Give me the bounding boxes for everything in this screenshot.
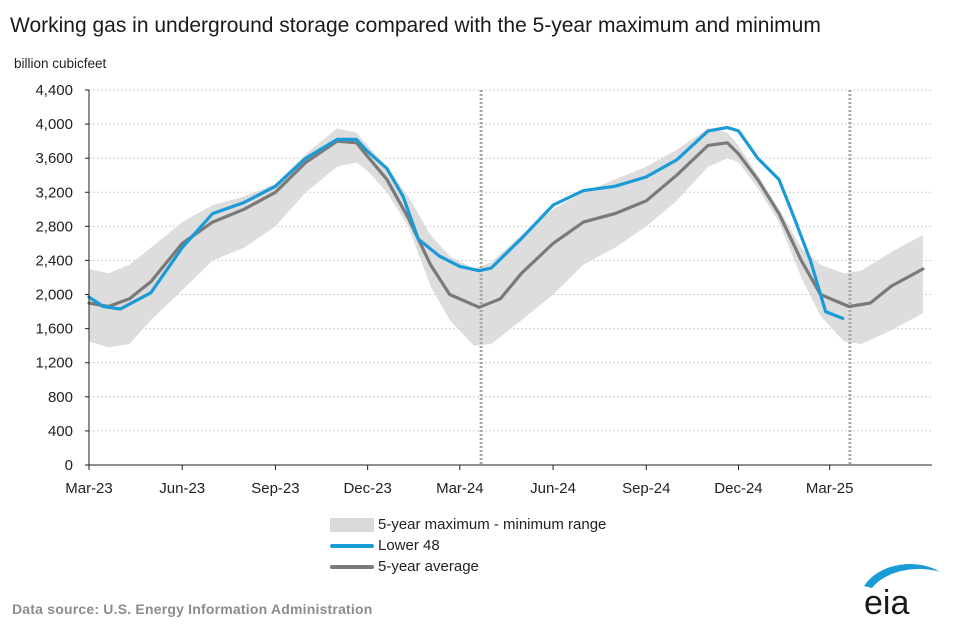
series-line-5yr-average — [87, 139, 925, 309]
storage-chart: 0 400 800 1,200 1,600 2,000 2,400 2,800 3,200 3,6… — [35, 82, 932, 497]
legend-swatch-lower48 — [330, 543, 374, 548]
legend-label-average: 5-year average — [378, 558, 479, 575]
x-tick-labels: Mar-23 Jun-23 Sep-23 Dec-23 Mar-24 Jun-24 Sep-… — [65, 480, 853, 497]
legend-swatch-range — [330, 517, 374, 532]
legend-item-lower48: Lower 48 — [330, 535, 606, 556]
y-tick-label: 400 — [48, 423, 73, 440]
y-tick-label: 3,600 — [35, 150, 73, 167]
x-tick-label: Jun-24 — [530, 480, 576, 497]
x-tick-label: Jun-23 — [159, 480, 205, 497]
chart-title: Working gas in underground storage compa… — [10, 14, 821, 37]
eia-logo: eia — [864, 563, 940, 618]
y-tick-label: 800 — [48, 389, 73, 406]
y-tick-label: 2,400 — [35, 252, 73, 269]
x-tick-label: Sep-23 — [251, 480, 299, 497]
y-tick-labels: 0 400 800 1,200 1,600 2,000 2,400 2,800 3,200 3,6… — [35, 82, 73, 474]
range-band — [89, 128, 923, 348]
x-tick-label: Sep-24 — [622, 480, 670, 497]
eia-logo-swoosh — [864, 563, 940, 588]
y-tick-label: 0 — [65, 457, 73, 474]
data-source: Data source: U.S. Energy Information Adm… — [12, 601, 373, 617]
series-line-lower48 — [87, 125, 845, 320]
x-tick-label: Mar-25 — [806, 480, 854, 497]
vertical-markers — [479, 90, 852, 465]
legend: 5-year maximum - minimum range Lower 48 … — [330, 514, 606, 577]
y-tick-label: 4,400 — [35, 82, 73, 99]
x-tick-label: Mar-23 — [65, 480, 113, 497]
y-tick-label: 1,200 — [35, 355, 73, 372]
legend-swatch-average — [330, 564, 374, 569]
y-tick-label: 4,000 — [35, 116, 73, 133]
x-tick-label: Dec-23 — [343, 480, 391, 497]
y-tick-label: 2,000 — [35, 287, 73, 304]
y-tick-label: 1,600 — [35, 321, 73, 338]
x-tick-label: Mar-24 — [436, 480, 484, 497]
legend-label-range: 5-year maximum - minimum range — [378, 516, 607, 533]
series-lines — [87, 125, 925, 320]
x-tick-label: Dec-24 — [714, 480, 762, 497]
y-tick-label: 2,800 — [35, 218, 73, 235]
axes — [85, 89, 932, 470]
range-band-layer — [89, 128, 923, 348]
legend-item-average: 5-year average — [330, 556, 606, 577]
gridlines — [89, 89, 932, 432]
y-tick-label: 3,200 — [35, 184, 73, 201]
legend-label-lower48: Lower 48 — [378, 537, 440, 554]
legend-item-range: 5-year maximum - minimum range — [330, 514, 606, 535]
y-axis-label: billion cubicfeet — [14, 56, 107, 71]
eia-logo-text: eia — [864, 584, 909, 618]
